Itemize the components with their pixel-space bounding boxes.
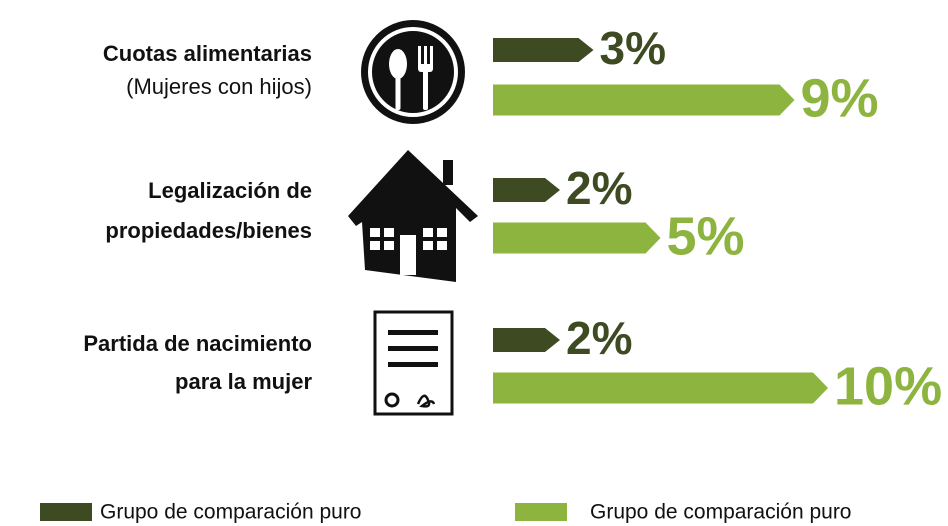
value-label: 2% xyxy=(566,312,632,364)
bar xyxy=(493,178,560,202)
bar xyxy=(493,372,828,404)
legend-label: Grupo de comparación puro xyxy=(590,501,852,524)
category-label: Partida de nacimiento xyxy=(83,331,312,356)
category-label: Cuotas alimentarias xyxy=(103,41,312,66)
bar xyxy=(493,328,560,352)
icon-document xyxy=(373,310,454,416)
value-label: 10% xyxy=(834,356,942,416)
bar xyxy=(493,38,594,62)
legend-swatch xyxy=(40,503,92,521)
bar xyxy=(493,84,795,116)
icon-house xyxy=(348,150,478,282)
category-note: (Mujeres con hijos) xyxy=(126,74,312,99)
category-label: propiedades/bienes xyxy=(105,218,312,243)
value-label: 9% xyxy=(801,68,879,128)
icon-dining xyxy=(361,20,465,124)
category-label: para la mujer xyxy=(175,369,312,394)
legend-swatch xyxy=(515,503,567,521)
value-label: 2% xyxy=(566,162,632,214)
bar xyxy=(493,222,661,254)
category-label: Legalización de xyxy=(148,178,312,203)
legend-label: Grupo de comparación puro xyxy=(100,501,362,524)
value-label: 5% xyxy=(667,206,745,266)
value-label: 3% xyxy=(600,22,666,74)
